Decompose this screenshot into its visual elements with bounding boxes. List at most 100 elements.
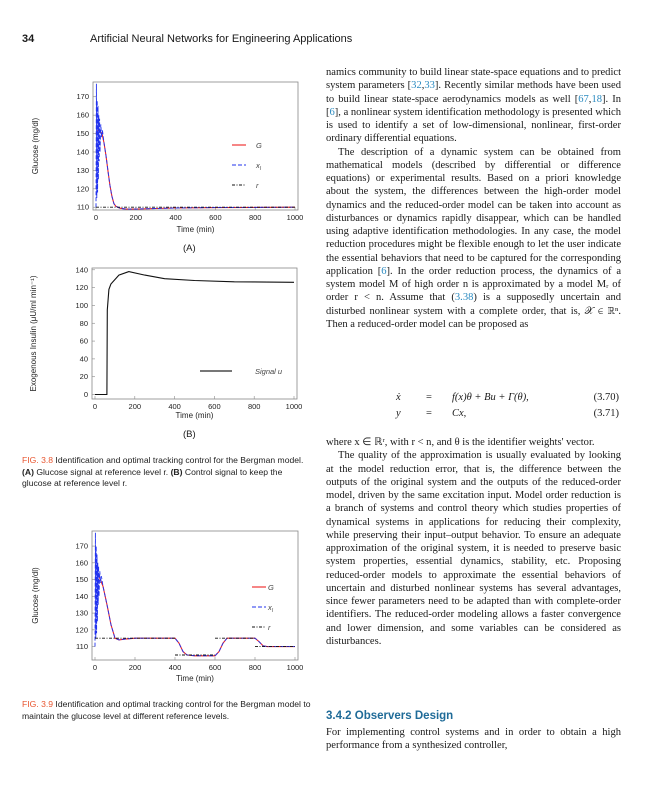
figure-label: FIG. 3.8 xyxy=(22,455,54,465)
legend-label: Signal u xyxy=(255,367,283,376)
y-tick-label: 120 xyxy=(75,283,88,292)
paragraph-2: The description of a dynamic system can … xyxy=(326,146,621,332)
figure-caption-3-9: FIG. 3.9 Identification and optimal trac… xyxy=(22,699,312,722)
text: ], a nonlinear system identification met… xyxy=(326,106,621,145)
figure-caption-3-8: FIG. 3.8 Identification and optimal trac… xyxy=(22,455,312,490)
y-tick-label: 140 xyxy=(75,265,88,274)
plot-frame xyxy=(92,81,299,211)
text: namics community to build linear state-s… xyxy=(326,67,621,92)
citation-link[interactable]: 6 xyxy=(381,265,387,277)
paragraph-1: namics community to build linear state-s… xyxy=(326,66,621,146)
x-axis-label: Time (min) xyxy=(176,411,214,420)
x-tick-label: 0 xyxy=(93,402,97,411)
eq-lhs: ẋ xyxy=(396,392,401,403)
y-tick-label: 120 xyxy=(75,625,88,634)
series-line-x_i xyxy=(95,83,296,210)
y-tick-label: 140 xyxy=(75,592,88,601)
figure-label: FIG. 3.9 xyxy=(22,699,54,709)
equation-3-70: ẋ = f(x)θ + Bu + Γ(θ), (3.70) xyxy=(326,392,621,406)
y-tick-label: 0 xyxy=(84,390,88,399)
x-tick-label: 400 xyxy=(169,663,182,672)
caption-b: (B) xyxy=(170,466,183,477)
y-tick-label: 150 xyxy=(75,575,88,584)
eq-rhs: f(x)θ + Bu + Γ(θ), xyxy=(452,392,529,403)
legend-label: xI xyxy=(255,161,262,172)
y-tick-label: 20 xyxy=(80,372,88,381)
legend-label: G xyxy=(256,141,262,150)
series-line-x_i xyxy=(94,532,295,657)
running-title: Artificial Neural Networks for Engineeri… xyxy=(90,33,353,45)
text: ]. Recently similar methods have been us… xyxy=(326,80,621,105)
citation-link[interactable]: 33 xyxy=(424,80,435,92)
y-tick-label: 160 xyxy=(75,558,88,567)
x-axis-label: Time (min) xyxy=(177,225,215,234)
caption-text: Identification and optimal tracking cont… xyxy=(22,699,311,721)
text: , xyxy=(421,80,425,92)
text: ]. In [ xyxy=(326,93,621,118)
y-tick-label: 40 xyxy=(80,354,88,363)
caption-a-text: Glucose signal at reference level r. xyxy=(33,466,171,477)
eq-number: (3.71) xyxy=(593,408,619,419)
text-column-upper: namics community to build linear state-s… xyxy=(326,66,621,331)
x-tick-label: 800 xyxy=(249,213,262,222)
x-tick-label: 400 xyxy=(168,402,181,411)
x-tick-label: 1000 xyxy=(287,213,304,222)
text-column-lower: where x ∈ ℝʳ, with r < n, and θ is the i… xyxy=(326,436,621,648)
x-tick-label: 600 xyxy=(208,402,221,411)
citation-link[interactable]: 18 xyxy=(591,93,602,105)
eq-op: = xyxy=(426,408,432,419)
text: , xyxy=(588,93,592,105)
x-tick-label: 0 xyxy=(94,213,98,222)
caption-b-text: Control signal to keep the glucose at re… xyxy=(22,466,283,489)
y-tick-label: 130 xyxy=(75,609,88,618)
text: ]. In the order reduction process, the d… xyxy=(326,265,621,304)
eq-rhs: Cx, xyxy=(452,408,467,419)
section-heading: 3.4.2 Observers Design xyxy=(326,710,454,722)
subfigure-label-a: (A) xyxy=(183,243,196,254)
y-tick-label: 120 xyxy=(76,184,89,193)
x-tick-label: 800 xyxy=(248,402,261,411)
legend-label: G xyxy=(268,583,274,592)
x-tick-label: 200 xyxy=(129,402,142,411)
equation-3-71: y = Cx, (3.71) xyxy=(326,408,621,422)
y-axis-label: Glucose (mg/dl) xyxy=(31,117,40,174)
y-tick-label: 170 xyxy=(75,542,88,551)
y-tick-label: 110 xyxy=(77,203,89,212)
x-tick-label: 0 xyxy=(93,663,97,672)
y-axis-label: Glucose (mg/dl) xyxy=(31,567,40,624)
y-tick-label: 130 xyxy=(76,166,89,175)
y-tick-label: 170 xyxy=(76,92,89,101)
citation-link[interactable]: 6 xyxy=(329,106,335,118)
series-line-signal-u xyxy=(95,271,295,396)
text: The description of a dynamic system can … xyxy=(326,146,621,277)
y-axis-label: Exogenous Insulin (μU/ml min⁻¹) xyxy=(29,275,38,391)
x-tick-label: 600 xyxy=(209,663,222,672)
equation-link[interactable]: 3.38 xyxy=(454,292,474,304)
x-tick-label: 200 xyxy=(130,213,143,222)
plot-frame xyxy=(91,530,299,661)
y-tick-label: 150 xyxy=(76,129,89,138)
page-number: 34 xyxy=(22,33,35,45)
caption-a: (A) xyxy=(22,466,34,477)
x-tick-label: 1000 xyxy=(286,402,303,411)
caption-text: Identification and optimal tracking cont… xyxy=(53,455,304,465)
x-tick-label: 1000 xyxy=(287,663,304,672)
paragraph-3: where x ∈ ℝʳ, with r < n, and θ is the i… xyxy=(326,437,595,448)
citation-link[interactable]: 32 xyxy=(411,80,422,92)
x-tick-label: 600 xyxy=(209,213,222,222)
y-tick-label: 100 xyxy=(75,301,88,310)
text: ) is a supposedly uncertain and disturbe… xyxy=(326,292,621,330)
y-tick-label: 110 xyxy=(76,642,88,651)
eq-op: = xyxy=(426,392,432,403)
y-tick-label: 80 xyxy=(80,319,88,328)
paragraph-4: The quality of the approximation is usua… xyxy=(326,450,621,647)
paragraph-5: For implementing control systems and in … xyxy=(326,727,621,752)
plot-frame xyxy=(91,267,298,400)
citation-link[interactable]: 67 xyxy=(578,93,589,105)
series-line-g xyxy=(95,129,296,210)
subfigure-label-b: (B) xyxy=(183,429,196,440)
y-tick-label: 160 xyxy=(76,111,89,120)
x-tick-label: 400 xyxy=(169,213,182,222)
